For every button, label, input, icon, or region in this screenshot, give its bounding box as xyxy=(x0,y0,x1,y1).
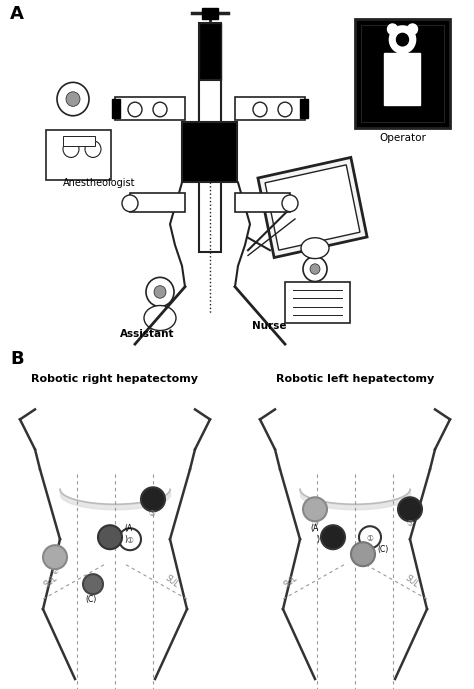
Text: Robotic right hepatectomy: Robotic right hepatectomy xyxy=(31,374,199,384)
Bar xyxy=(265,165,360,250)
Text: Robotic left hepatectomy: Robotic left hepatectomy xyxy=(276,374,434,384)
Text: (C): (C) xyxy=(85,595,97,604)
Text: ①: ① xyxy=(127,536,134,545)
Text: ①: ① xyxy=(366,534,374,543)
Circle shape xyxy=(351,542,375,566)
Circle shape xyxy=(282,195,298,212)
Circle shape xyxy=(408,24,418,34)
Bar xyxy=(199,23,221,81)
Text: (C): (C) xyxy=(377,545,388,554)
Text: ): ) xyxy=(316,535,319,544)
Circle shape xyxy=(310,264,320,274)
Bar xyxy=(258,157,367,258)
Bar xyxy=(300,99,308,118)
Circle shape xyxy=(122,195,138,212)
Circle shape xyxy=(85,141,101,158)
Bar xyxy=(199,23,221,252)
Circle shape xyxy=(63,141,79,158)
Circle shape xyxy=(321,525,345,549)
Text: ②: ② xyxy=(52,567,58,576)
Text: ): ) xyxy=(124,535,127,544)
Circle shape xyxy=(398,497,422,522)
Text: SUL: SUL xyxy=(42,573,59,589)
Text: B: B xyxy=(10,351,24,369)
Text: (A: (A xyxy=(311,524,319,533)
Circle shape xyxy=(278,102,292,116)
Circle shape xyxy=(154,286,166,298)
Circle shape xyxy=(253,102,267,116)
Text: SUL: SUL xyxy=(403,573,420,589)
Text: A: A xyxy=(10,5,24,23)
Circle shape xyxy=(146,278,174,307)
Circle shape xyxy=(388,24,398,34)
Text: SUL: SUL xyxy=(163,573,180,589)
Bar xyxy=(112,99,120,118)
Circle shape xyxy=(83,574,103,594)
Text: Operator: Operator xyxy=(379,133,426,143)
Circle shape xyxy=(128,102,142,116)
Circle shape xyxy=(66,92,80,106)
Circle shape xyxy=(141,487,165,511)
Circle shape xyxy=(43,545,67,569)
Circle shape xyxy=(396,33,409,46)
Text: Anestheologist: Anestheologist xyxy=(63,178,136,187)
Circle shape xyxy=(153,102,167,116)
Ellipse shape xyxy=(301,238,329,258)
Bar xyxy=(235,97,305,120)
Text: SUL: SUL xyxy=(282,573,299,589)
Text: Assistant: Assistant xyxy=(120,329,174,339)
Circle shape xyxy=(98,525,122,549)
Ellipse shape xyxy=(144,305,176,331)
Circle shape xyxy=(359,526,381,548)
Bar xyxy=(384,53,420,105)
Circle shape xyxy=(390,26,416,53)
Bar xyxy=(115,97,185,120)
Text: ③: ③ xyxy=(407,520,413,528)
Bar xyxy=(202,8,218,19)
Circle shape xyxy=(57,83,89,116)
Circle shape xyxy=(303,497,327,522)
Bar xyxy=(182,122,237,183)
Bar xyxy=(63,136,95,146)
Text: ③: ③ xyxy=(148,509,155,518)
Bar xyxy=(235,193,290,212)
Bar xyxy=(361,25,444,122)
Bar xyxy=(199,81,221,164)
Bar xyxy=(46,130,111,181)
Bar xyxy=(130,193,185,212)
Circle shape xyxy=(119,528,141,551)
Text: (A: (A xyxy=(124,524,132,533)
Text: Nurse: Nurse xyxy=(252,322,286,331)
Text: ②: ② xyxy=(311,520,319,528)
Circle shape xyxy=(303,256,327,282)
Bar xyxy=(355,19,450,128)
Bar xyxy=(285,282,350,323)
